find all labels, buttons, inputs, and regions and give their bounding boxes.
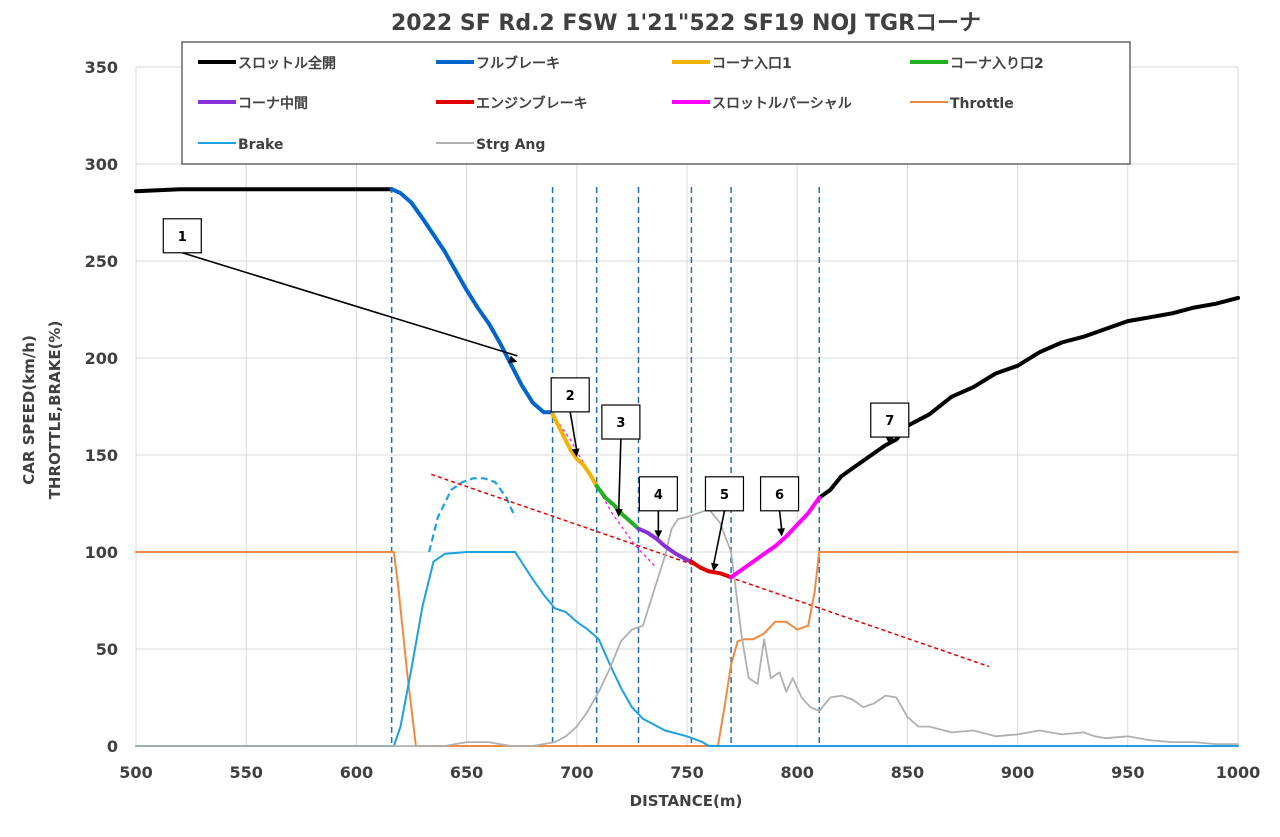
callout-arrowhead bbox=[777, 528, 785, 537]
x-tick-label: 850 bbox=[891, 763, 924, 782]
legend-box bbox=[181, 41, 1131, 165]
legend-item: スロットルパーシャル bbox=[672, 96, 852, 112]
callout-3: 3 bbox=[601, 404, 641, 518]
y-tick-labels: 0 50 100 150 200 250 300 350 bbox=[85, 58, 118, 756]
legend-label: Throttle bbox=[950, 96, 1014, 112]
legend-label: スロットル全開 bbox=[238, 55, 336, 72]
series-line-9 bbox=[135, 551, 1239, 747]
series-line-3 bbox=[550, 412, 599, 488]
y-axis-label: CAR SPEED(km/h) THROTTLE,BRAKE(%) bbox=[20, 321, 64, 500]
legend-label: コーナ中間 bbox=[238, 95, 308, 112]
x-tick-label: 650 bbox=[450, 763, 483, 782]
legend-label: Brake bbox=[238, 137, 283, 153]
legend-item: エンジンブレーキ bbox=[436, 95, 588, 112]
series-line-4 bbox=[594, 484, 641, 531]
callout-box bbox=[704, 476, 745, 512]
y-axis-label-line-1: CAR SPEED(km/h) bbox=[20, 335, 38, 485]
x-tick-label: 600 bbox=[340, 763, 373, 782]
series-lines bbox=[134, 187, 1240, 747]
callout-arrow bbox=[778, 510, 783, 531]
callout-label: 4 bbox=[654, 488, 663, 503]
x-tick-label: 800 bbox=[780, 763, 813, 782]
series-line-2 bbox=[389, 187, 555, 415]
x-tick-label: 700 bbox=[560, 763, 593, 782]
callout-5: 5 bbox=[704, 476, 745, 572]
legend-item: スロットル全開 bbox=[198, 55, 336, 72]
y-tick-label: 100 bbox=[85, 543, 118, 562]
callout-box bbox=[759, 476, 800, 512]
callout-arrowhead bbox=[508, 355, 518, 364]
legend-label: スロットルパーシャル bbox=[712, 96, 852, 112]
x-tick-labels: 500 550 600 650 700 750 800 850 900 950 1000 bbox=[119, 763, 1260, 782]
callouts: 1 2 3 4 5 6 7 bbox=[162, 218, 910, 572]
x-tick-label: 950 bbox=[1111, 763, 1144, 782]
callout-6: 6 bbox=[759, 476, 800, 537]
legend-item: コーナ入口1 bbox=[672, 56, 792, 72]
callout-box bbox=[162, 218, 202, 254]
series-line-5 bbox=[636, 526, 694, 564]
legend-item: コーナ中間 bbox=[198, 95, 308, 112]
callout-arrow bbox=[182, 252, 518, 357]
x-tick-label: 900 bbox=[1001, 763, 1034, 782]
chart-title: 2022 SF Rd.2 FSW 1'21"522 SF19 NOJ TGRコー… bbox=[391, 11, 981, 36]
legend-item: Strg Ang bbox=[436, 137, 545, 153]
callout-7: 7 bbox=[870, 402, 910, 446]
callout-2: 2 bbox=[550, 377, 590, 457]
legend-label: Strg Ang bbox=[476, 137, 545, 153]
callout-arrowhead bbox=[711, 562, 719, 572]
legend-item: Throttle bbox=[910, 96, 1014, 112]
callout-label: 6 bbox=[775, 488, 784, 503]
callout-4: 4 bbox=[638, 476, 678, 539]
y-tick-label: 250 bbox=[85, 252, 118, 271]
callout-label: 3 bbox=[616, 416, 625, 431]
y-axis-label-line-2: THROTTLE,BRAKE(%) bbox=[46, 321, 64, 500]
legend-label: コーナ入り口2 bbox=[950, 56, 1044, 72]
callout-box bbox=[870, 402, 910, 438]
y-tick-label: 200 bbox=[85, 349, 118, 368]
y-tick-label: 50 bbox=[96, 640, 118, 659]
legend-label: コーナ入口1 bbox=[712, 56, 792, 72]
callout-box bbox=[601, 404, 641, 440]
legend-item: Brake bbox=[198, 137, 283, 153]
callout-label: 1 bbox=[178, 230, 187, 245]
callout-box bbox=[638, 476, 678, 512]
brake-guide-curve bbox=[428, 477, 517, 553]
callout-arrow bbox=[617, 438, 622, 512]
callout-label: 2 bbox=[566, 389, 575, 404]
x-tick-label: 550 bbox=[229, 763, 262, 782]
callout-arrowhead bbox=[614, 508, 623, 518]
callout-arrowhead bbox=[571, 448, 580, 457]
callout-box bbox=[550, 377, 590, 413]
corner-guide-line bbox=[552, 413, 657, 568]
callout-arrow bbox=[712, 510, 726, 566]
series-line-0 bbox=[134, 187, 394, 194]
grid bbox=[135, 66, 1239, 747]
x-axis-label: DISTANCE(m) bbox=[630, 792, 743, 810]
legend-item: コーナ入り口2 bbox=[910, 56, 1044, 72]
legend-item: フルブレーキ bbox=[436, 55, 560, 72]
series-line-10 bbox=[135, 508, 1239, 747]
x-tick-label: 500 bbox=[119, 763, 152, 782]
callout-label: 5 bbox=[720, 488, 729, 503]
callout-arrow bbox=[569, 411, 578, 452]
callout-label: 7 bbox=[885, 414, 894, 429]
y-tick-label: 300 bbox=[85, 155, 118, 174]
y-tick-label: 0 bbox=[107, 737, 118, 756]
y-tick-label: 150 bbox=[85, 446, 118, 465]
series-line-6 bbox=[689, 559, 734, 580]
series-line-1 bbox=[817, 295, 1240, 500]
callout-arrowhead bbox=[654, 530, 663, 539]
y-tick-label: 350 bbox=[85, 58, 118, 77]
callout-arrowhead bbox=[885, 437, 894, 446]
series-line-7 bbox=[729, 495, 822, 580]
legend: スロットル全開 フルブレーキ コーナ入口1 コーナ入り口2 コーナ中間 エンジンブレーキ ス… bbox=[181, 41, 1131, 165]
callout-1: 1 bbox=[162, 218, 518, 364]
x-tick-label: 1000 bbox=[1216, 763, 1261, 782]
legend-label: フルブレーキ bbox=[476, 55, 560, 72]
guide-lines bbox=[390, 187, 990, 746]
x-tick-label: 750 bbox=[670, 763, 703, 782]
legend-label: エンジンブレーキ bbox=[476, 95, 588, 112]
